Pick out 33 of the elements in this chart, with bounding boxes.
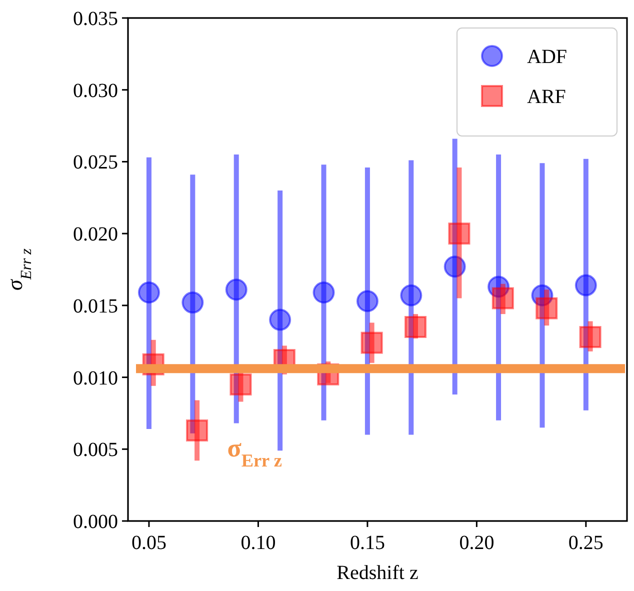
point: [356, 290, 378, 312]
point: [269, 308, 292, 331]
x-tick-label: 0.15: [350, 532, 385, 554]
y-tick-label: 0.010: [73, 367, 118, 390]
point: [230, 373, 252, 396]
point: [182, 292, 204, 314]
point: [138, 281, 160, 304]
point: [404, 316, 427, 338]
legend-label: ARF: [527, 86, 566, 108]
ref-line-label: σ$_{Err z}$: [227, 434, 282, 471]
point: [536, 297, 558, 320]
point: [400, 284, 422, 306]
y-tick-label: 0.025: [73, 152, 118, 174]
point: [312, 281, 335, 304]
y-tick-label: 0.020: [73, 224, 118, 246]
y-tick-label: 0.005: [73, 439, 118, 462]
x-tick-label: 0.05: [131, 532, 166, 554]
point: [492, 287, 514, 310]
x-tick-label: 0.20: [459, 532, 494, 554]
point: [225, 278, 248, 301]
legend-label: ADF: [527, 46, 568, 68]
y-tick-label: 0.035: [73, 8, 118, 30]
point: [360, 332, 383, 354]
point: [448, 222, 470, 245]
y-tick-label: 0.015: [73, 295, 118, 318]
point: [579, 326, 602, 348]
y-tick-label: 0.000: [73, 511, 118, 533]
x-tick-label: 0.25: [568, 532, 604, 554]
point: [574, 274, 597, 296]
point: [186, 419, 208, 442]
x-axis-title: Redshift z: [336, 562, 418, 584]
x-tick-label: 0.10: [240, 532, 276, 554]
y-tick-label: 0.030: [73, 80, 118, 102]
